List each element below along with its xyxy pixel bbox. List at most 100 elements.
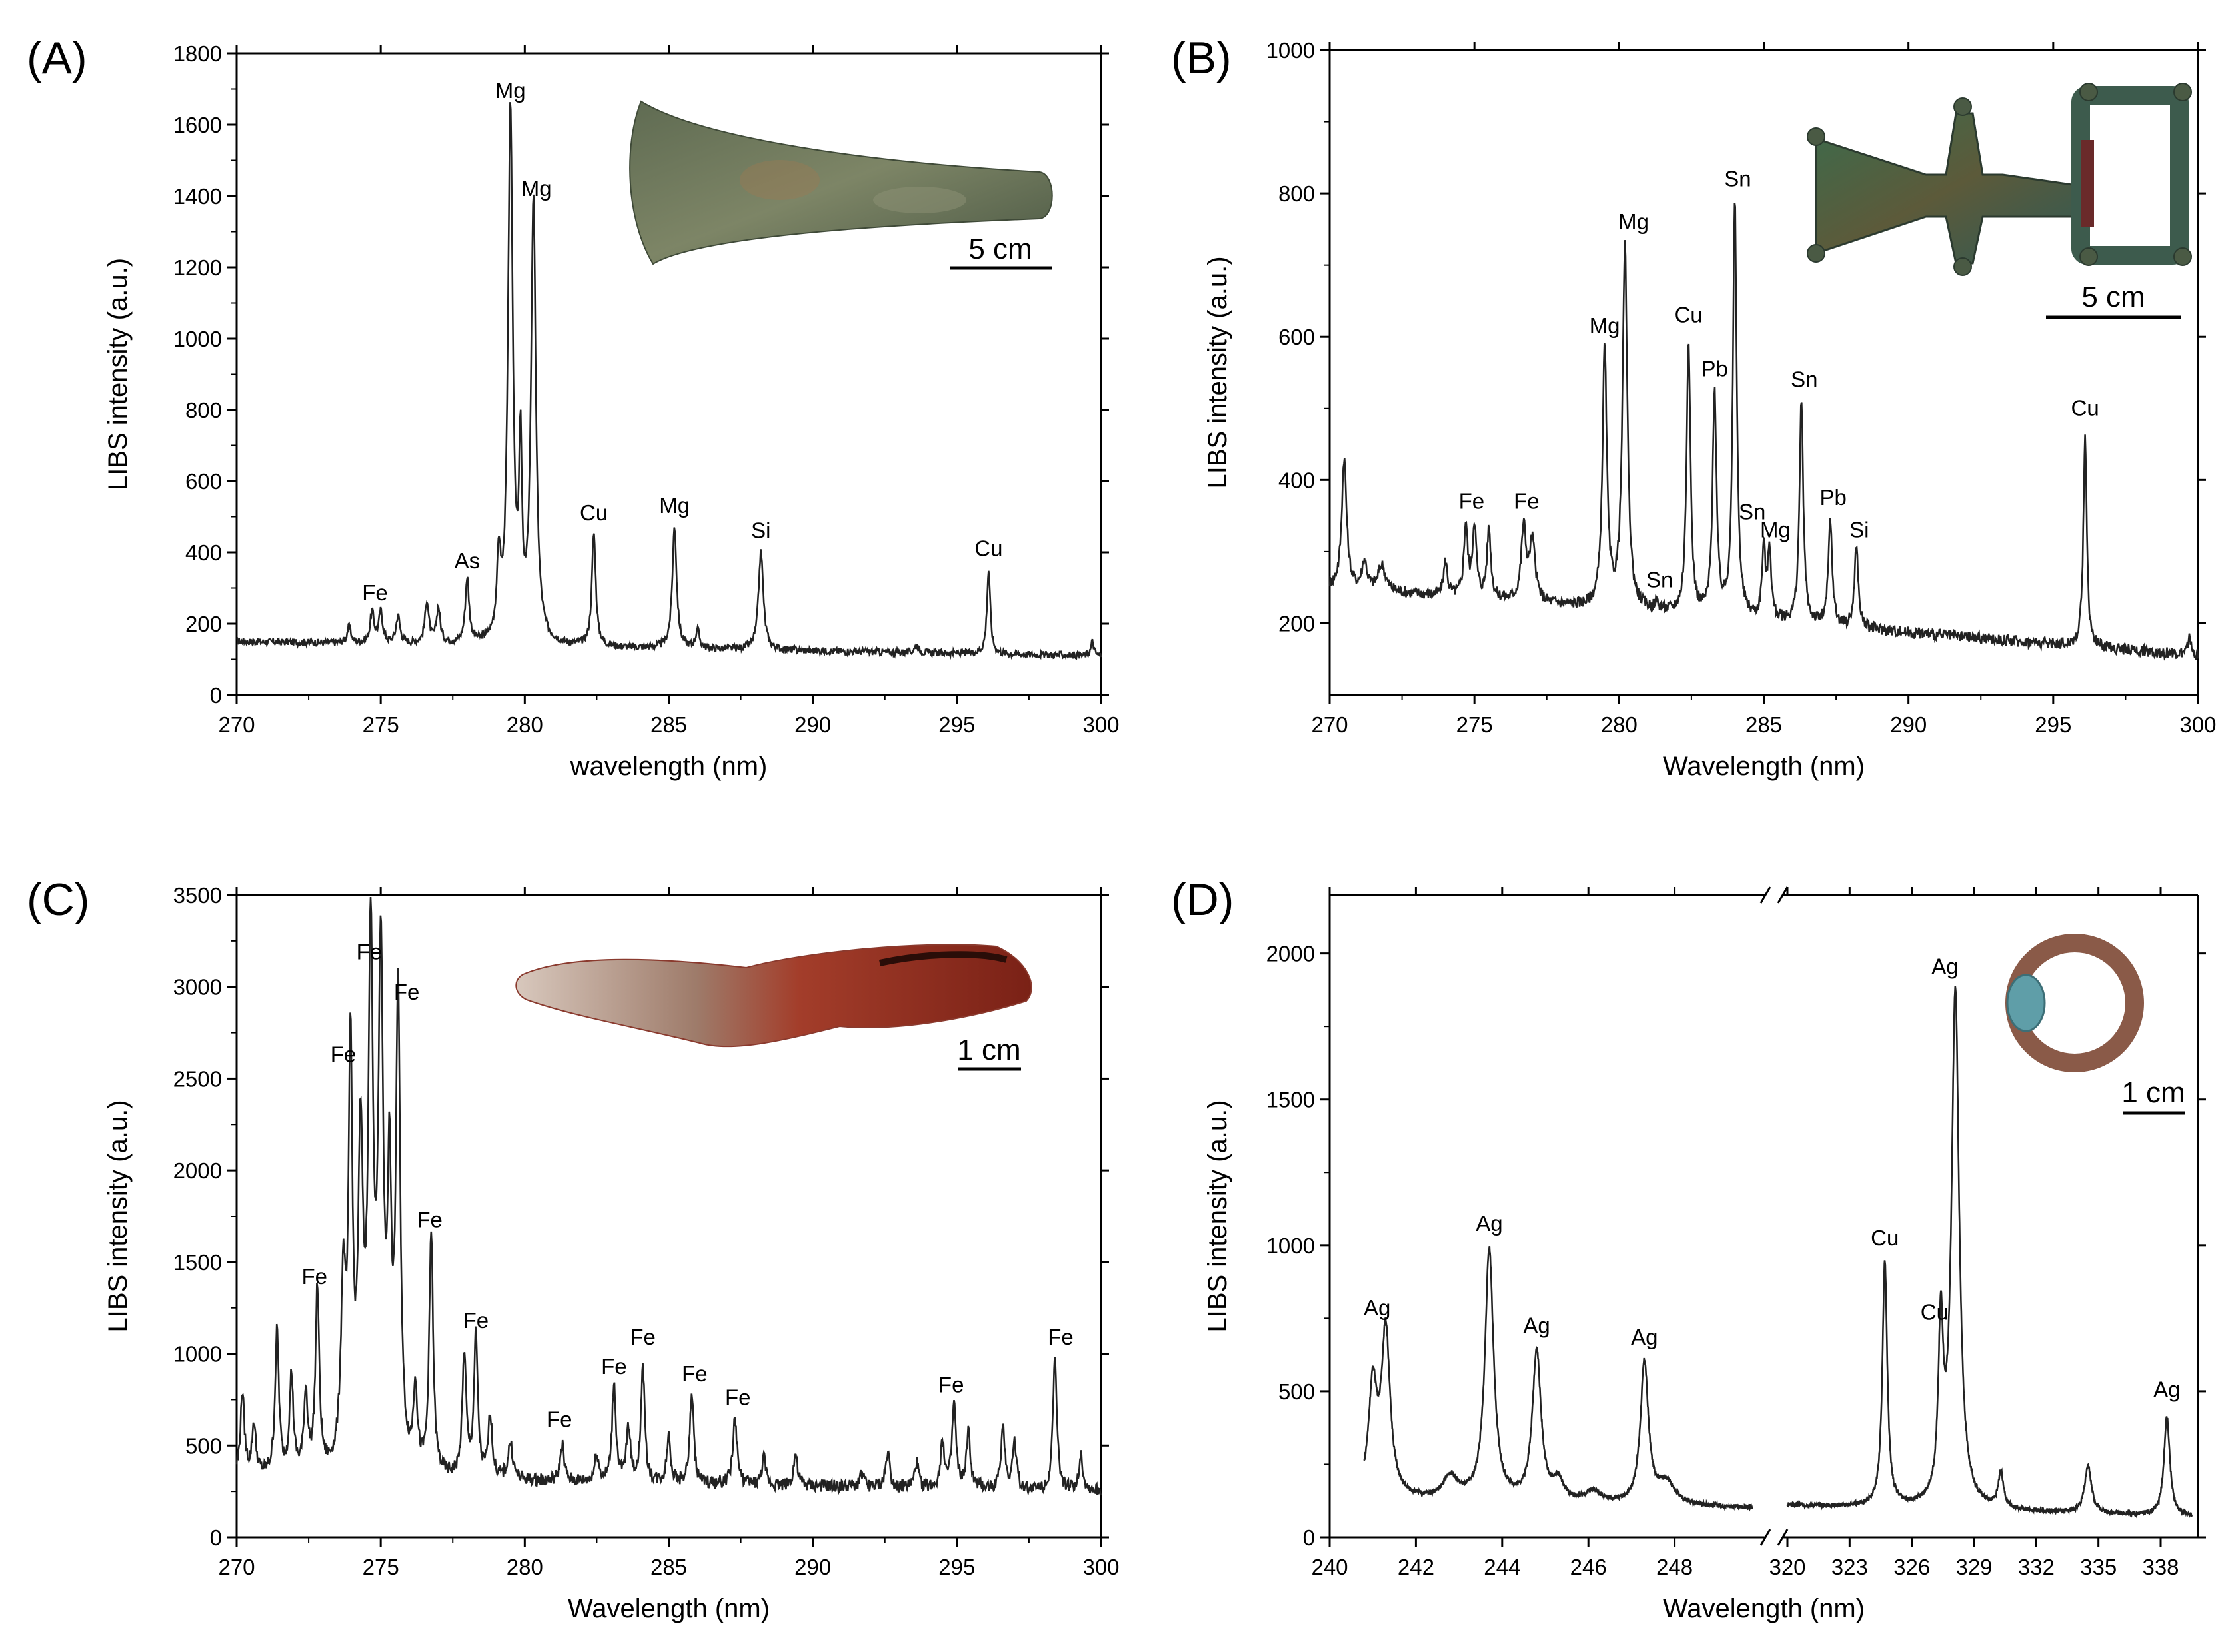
peak-label-ag: Ag xyxy=(1931,954,1958,978)
axis-break-mark xyxy=(1759,886,1771,904)
peak-label-cu: Cu xyxy=(580,500,608,525)
peak-label-pb: Pb xyxy=(1820,485,1847,510)
peak-label-ag: Ag xyxy=(1476,1211,1502,1236)
cross-knob xyxy=(1807,127,1825,146)
blade-crack xyxy=(878,951,1008,966)
peak-label-sn: Sn xyxy=(1739,499,1765,524)
cross-knob xyxy=(2079,247,2098,266)
y-tick-label: 800 xyxy=(185,398,222,422)
peak-label-fe: Fe xyxy=(357,939,383,964)
x-axis-label: wavelength (nm) xyxy=(570,752,768,781)
y-axis-label: LIBS intensity (a.u.) xyxy=(103,258,133,490)
x-tick-label: 275 xyxy=(363,1555,399,1579)
axis-break-mark xyxy=(1777,1529,1789,1546)
peak-label-cu: Cu xyxy=(1921,1300,1949,1325)
cross-knob xyxy=(2173,247,2192,266)
x-tick-label: 290 xyxy=(794,712,831,737)
peak-label-fe: Fe xyxy=(1048,1325,1074,1349)
iron-blade-photo: 1 cm xyxy=(515,944,1032,1071)
y-tick-label: 1400 xyxy=(173,184,222,209)
peak-label-fe: Fe xyxy=(301,1264,327,1289)
spectrum-line xyxy=(235,897,1102,1497)
panel-label: (D) xyxy=(1171,874,1234,925)
x-tick-label: 242 xyxy=(1398,1555,1434,1579)
silver-ring-photo: 1 cm xyxy=(2005,934,2185,1115)
axis-break-mark xyxy=(1777,886,1789,904)
x-tick-label: 290 xyxy=(794,1555,831,1579)
panel-label: (B) xyxy=(1171,33,1232,83)
x-tick-label: 275 xyxy=(1456,712,1493,737)
y-tick-label: 1800 xyxy=(173,41,222,66)
ring-stone xyxy=(2006,974,2046,1032)
y-tick-label: 1000 xyxy=(173,1342,222,1367)
peak-label-mg: Mg xyxy=(521,176,552,201)
peak-label-ag: Ag xyxy=(1364,1295,1390,1320)
peak-label-fe: Fe xyxy=(682,1361,708,1386)
x-tick-label: 295 xyxy=(938,1555,975,1579)
peak-label-cu: Cu xyxy=(974,536,1002,560)
peak-label-fe: Fe xyxy=(725,1385,751,1410)
peak-label-mg: Mg xyxy=(495,78,526,103)
y-tick-label: 2000 xyxy=(1266,942,1315,966)
x-tick-label: 270 xyxy=(218,1555,255,1579)
peak-label-fe: Fe xyxy=(601,1354,627,1379)
blade-shape xyxy=(515,944,1032,1048)
bronze-axe-photo: 5 cm xyxy=(629,100,1053,270)
peak-label-pb: Pb xyxy=(1701,356,1727,381)
peak-label-fe: Fe xyxy=(417,1208,443,1232)
y-tick-label: 0 xyxy=(210,683,222,708)
y-tick-label: 1500 xyxy=(1266,1088,1315,1112)
y-tick-label: 400 xyxy=(185,540,222,565)
x-tick-label: 320 xyxy=(1769,1555,1805,1579)
y-tick-label: 1500 xyxy=(173,1250,222,1275)
y-tick-label: 200 xyxy=(185,612,222,636)
peak-label-mg: Mg xyxy=(1590,313,1620,338)
panel-a: (A) 0 200 400 600 800 1000 1200 1400 1600 1800 270 2… xyxy=(27,33,1120,781)
peak-label-ag: Ag xyxy=(1523,1313,1550,1337)
bronze-cross-photo: 5 cm xyxy=(1807,83,2192,319)
y-tick-label: 1600 xyxy=(173,113,222,137)
x-tick-label: 270 xyxy=(218,712,255,737)
peak-label-mg: Mg xyxy=(659,493,690,518)
x-tick-label: 300 xyxy=(2179,712,2216,737)
x-tick-label: 275 xyxy=(363,712,399,737)
y-tick-label: 1000 xyxy=(1266,38,1315,63)
peak-label-sn: Sn xyxy=(1791,367,1817,392)
panel-c: (C) 0 500 1000 1500 2000 2500 3000 3500 270 275 280… xyxy=(27,874,1120,1623)
panel-label: (A) xyxy=(27,33,87,83)
peak-label-sn: Sn xyxy=(1646,568,1673,592)
peak-label-mg: Mg xyxy=(1760,517,1791,542)
y-tick-label: 2500 xyxy=(173,1066,222,1091)
y-tick-label: 800 xyxy=(1278,181,1315,206)
peak-label-fe: Fe xyxy=(630,1325,656,1349)
spectrum-line xyxy=(236,102,1102,660)
x-tick-label: 280 xyxy=(507,1555,543,1579)
y-tick-label: 1000 xyxy=(1266,1234,1315,1258)
x-tick-label: 335 xyxy=(2080,1555,2117,1579)
panel-b: (B) 200 400 600 800 1000 270 275 280 285 290 295 300… xyxy=(1171,33,2217,781)
peak-label-cu: Cu xyxy=(1871,1226,1899,1250)
x-tick-label: 329 xyxy=(1955,1555,1992,1579)
cross-knob xyxy=(1953,257,1972,276)
y-tick-label: 0 xyxy=(210,1525,222,1550)
x-tick-label: 285 xyxy=(650,712,687,737)
peak-label-fe: Fe xyxy=(362,580,388,605)
scale-bar-label: 5 cm xyxy=(2081,281,2145,313)
x-tick-label: 300 xyxy=(1082,712,1119,737)
axe-patina-spot xyxy=(740,160,820,200)
y-tick-label: 0 xyxy=(1303,1525,1315,1550)
x-tick-label: 326 xyxy=(1893,1555,1930,1579)
peak-label-cu: Cu xyxy=(1674,303,1702,327)
y-tick-label: 3500 xyxy=(173,883,222,908)
cross-rust-patch xyxy=(2081,140,2094,227)
scale-bar-label: 1 cm xyxy=(2121,1076,2185,1109)
axe-shape xyxy=(629,100,1053,265)
x-tick-label: 323 xyxy=(1831,1555,1868,1579)
y-tick-label: 600 xyxy=(185,469,222,494)
x-tick-label: 290 xyxy=(1890,712,1927,737)
peak-label-cu: Cu xyxy=(2071,396,2099,420)
x-tick-label: 295 xyxy=(2035,712,2071,737)
x-tick-label: 246 xyxy=(1570,1555,1607,1579)
spectrum-line xyxy=(1328,203,2199,661)
x-tick-label: 285 xyxy=(650,1555,687,1579)
